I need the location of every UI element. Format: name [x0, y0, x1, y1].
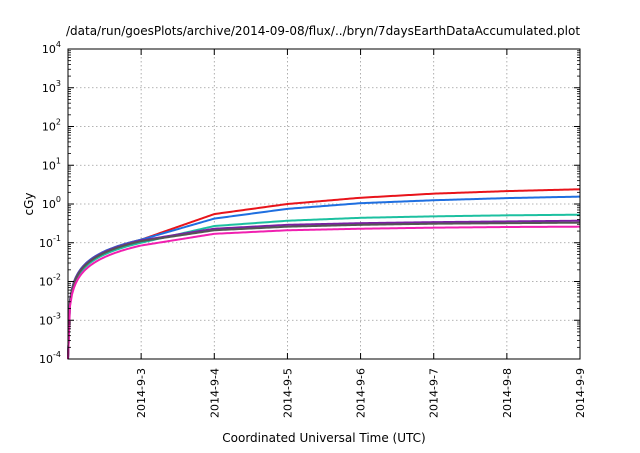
series-line-5 [67, 221, 581, 360]
chart-title: /data/run/goesPlots/archive/2014-09-08/f… [66, 24, 580, 38]
series-line-3 [67, 213, 581, 360]
axis-ticks [68, 48, 581, 360]
x-tick-label: 2014-9-9 [574, 368, 587, 418]
y-tick-label: 10-4 [39, 350, 61, 366]
y-tick-label: 102 [42, 118, 61, 134]
y-tick-label: 101 [42, 156, 61, 172]
y-tick-label: 10-1 [39, 234, 61, 250]
series-line-2 [67, 195, 581, 360]
y-tick-label-exponent: 2 [56, 118, 61, 127]
series-layer [67, 188, 581, 360]
x-tick-label: 2014-9-4 [208, 368, 221, 418]
y-tick-label-base: 10 [39, 314, 53, 327]
y-axis-label: cGy [22, 193, 36, 216]
y-tick-label: 10-3 [39, 311, 61, 327]
x-tick-label: 2014-9-6 [355, 368, 368, 418]
y-tick-label-exponent: -1 [53, 234, 61, 243]
y-tick-label: 103 [42, 79, 61, 95]
y-tick-label-base: 10 [42, 121, 56, 134]
y-tick-label: 104 [42, 40, 61, 56]
x-tick-label: 2014-9-5 [281, 368, 294, 418]
y-tick-label: 100 [42, 195, 61, 211]
series-line-6 [67, 225, 581, 360]
y-tick-label-base: 10 [39, 353, 53, 366]
x-axis-label: Coordinated Universal Time (UTC) [222, 431, 425, 445]
y-tick-label-base: 10 [39, 237, 53, 250]
y-tick-label-exponent: -3 [53, 311, 61, 320]
y-tick-label: 10-2 [39, 273, 61, 289]
y-tick-label-exponent: 0 [56, 195, 61, 204]
y-tick-label-exponent: 4 [56, 40, 61, 49]
y-tick-label-base: 10 [39, 276, 53, 289]
x-tick-label: 2014-9-8 [501, 368, 514, 418]
x-tick-label: 2014-9-3 [135, 368, 148, 418]
y-tick-label-base: 10 [42, 82, 56, 95]
y-tick-label-base: 10 [42, 43, 56, 56]
y-tick-label-exponent: -2 [53, 273, 61, 282]
grid-lines [68, 49, 580, 359]
x-tick-labels: 2014-9-3 2014-9-4 2014-9-5 2014-9-6 2014-9-7… [135, 368, 587, 418]
y-tick-label-base: 10 [42, 198, 56, 211]
y-tick-label-base: 10 [42, 159, 56, 172]
y-tick-label-exponent: 3 [56, 79, 61, 88]
y-tick-label-exponent: 1 [56, 156, 61, 165]
x-tick-label: 2014-9-7 [428, 368, 441, 418]
y-tick-label-exponent: -4 [53, 350, 61, 359]
